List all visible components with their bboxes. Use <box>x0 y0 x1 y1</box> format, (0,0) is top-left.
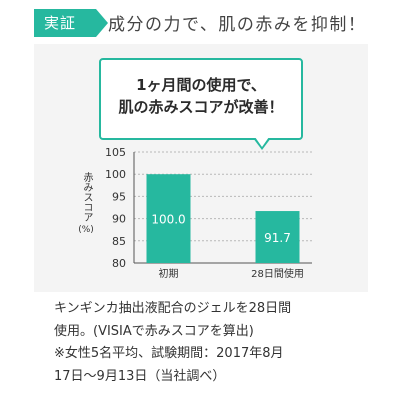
y-tick-label-100: 100 <box>105 168 126 181</box>
description-line-4: 17日〜9月13日（当社調べ） <box>54 368 226 384</box>
callout-box: 1ヶ月間の使用で、 肌の赤みスコアが改善！ <box>99 58 303 140</box>
description-line-3: ※女性5名平均、試験期間：2017年8月 <box>54 346 284 361</box>
callout-tail-inner <box>255 137 269 147</box>
description-line-2: 使用。(VISIAで赤みスコアを算出) <box>54 323 254 339</box>
section-header: 実証 成分の力で、肌の赤みを抑制！ <box>0 0 400 44</box>
description-line-1: キンギンカ抽出液配合のジェルを28日間 <box>54 301 292 316</box>
y-tick-label-85: 85 <box>112 235 126 248</box>
y-tick-label-90: 90 <box>112 213 126 226</box>
section-title: 成分の力で、肌の赤みを抑制！ <box>108 15 367 35</box>
bar-0 <box>146 174 191 263</box>
bar-value-label-1: 91.7 <box>264 231 291 245</box>
y-axis-title: 赤みスコア <box>81 172 92 222</box>
verification-tag: 実証 <box>34 9 108 37</box>
callout-line-2: 肌の赤みスコアが改善！ <box>118 98 284 116</box>
bar-1 <box>255 211 300 263</box>
y-tick-label-105: 105 <box>105 146 126 159</box>
y-axis-unit: (%) <box>78 225 94 235</box>
callout-line-1: 1ヶ月間の使用で、 <box>136 76 266 94</box>
y-axis-label: 赤みスコア (%) <box>78 172 94 236</box>
y-tick-label-95: 95 <box>112 190 126 203</box>
x-tick-label-0: 初期 <box>159 267 179 280</box>
description: キンギンカ抽出液配合のジェルを28日間 使用。(VISIAで赤みスコアを算出) … <box>54 298 384 388</box>
y-tick-label-80: 80 <box>112 257 126 270</box>
x-tick-label-1: 28日間使用 <box>251 267 304 280</box>
bar-value-label-0: 100.0 <box>151 213 185 227</box>
